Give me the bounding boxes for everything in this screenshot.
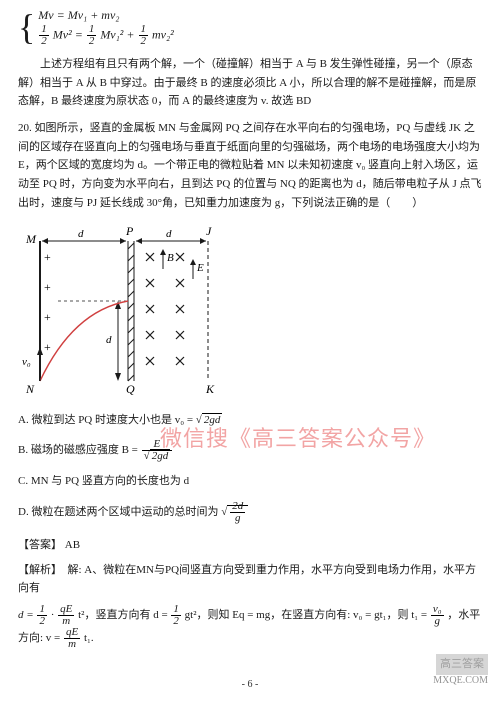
svg-text:v₀: v₀	[22, 356, 31, 368]
equation-system: { Mv = Mv₁ + mv₂ 12 Mv² = 12 Mv₁² + 12 m…	[18, 6, 482, 47]
question-20: 20. 如图所示，竖直的金属板 MN 与金属网 PQ 之间存在水平向右的匀强电场…	[18, 119, 482, 212]
svg-text:d: d	[106, 334, 112, 346]
answer-block: 【答案】 AB	[18, 536, 482, 555]
explain-text: 解: A、微粒在MN与PQ间竖直方向受到重力作用，水平方向受到电场力作用，水平方…	[18, 564, 476, 595]
explain-line2: d = 12 · qEm t²，竖直方向有 d = 12 gt²，则知 Eq =…	[18, 604, 482, 650]
svg-text:+: +	[44, 280, 51, 294]
svg-text:N: N	[25, 382, 35, 396]
svg-text:M: M	[25, 232, 37, 246]
diagram: + + + + M P J N Q K	[18, 221, 482, 401]
answer-value: AB	[62, 539, 80, 551]
svg-text:B: B	[167, 252, 174, 264]
svg-text:+: +	[44, 340, 51, 354]
option-A: A. 微粒到达 PQ 时速度大小也是 v₀ = √2gd	[18, 411, 482, 430]
option-D: D. 微粒在题述两个区域中运动的总时间为 √2dg	[18, 501, 482, 524]
svg-text:d: d	[166, 228, 172, 240]
brace: {	[18, 9, 35, 45]
svg-text:P: P	[125, 224, 134, 238]
paragraph-1: 上述方程组有且只有两个解，一个（碰撞解）相当于 A 与 B 发生弹性碰撞，另一个…	[18, 55, 482, 111]
svg-text:+: +	[44, 310, 51, 324]
svg-text:J: J	[206, 224, 212, 238]
options: A. 微粒到达 PQ 时速度大小也是 v₀ = √2gd B. 磁场的磁感应强度…	[18, 411, 482, 524]
svg-text:d: d	[78, 228, 84, 240]
answer-label: 【答案】	[18, 539, 62, 551]
eq1: Mv = Mv₁ + mv₂	[38, 8, 119, 22]
svg-text:K: K	[205, 382, 215, 396]
option-B: B. 磁场的磁感应强度 B = E √2gd	[18, 439, 482, 462]
svg-text:+: +	[44, 250, 51, 264]
svg-text:E: E	[196, 262, 204, 274]
page-number: - 6 -	[0, 676, 500, 693]
svg-text:Q: Q	[126, 382, 135, 396]
option-C: C. MN 与 PQ 竖直方向的长度也为 d	[18, 472, 482, 491]
explain-block: 【解析】 解: A、微粒在MN与PQ间竖直方向受到重力作用，水平方向受到电场力作…	[18, 561, 482, 598]
explain-label: 【解析】	[18, 564, 57, 576]
